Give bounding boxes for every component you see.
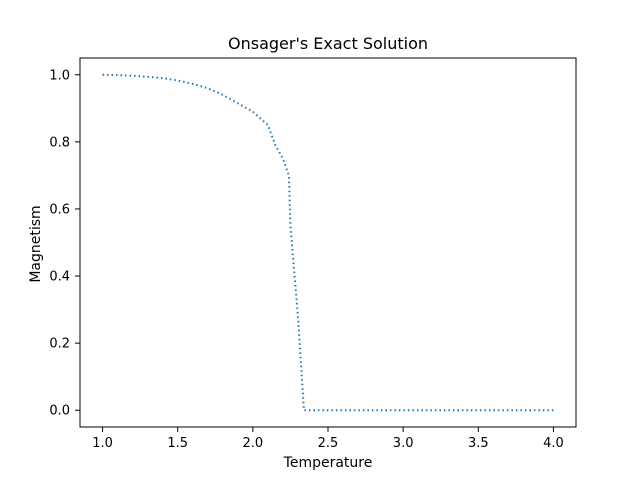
y-tick-label: 0.0 — [49, 404, 70, 419]
axes-frame — [79, 57, 577, 428]
y-tick-label: 0.8 — [49, 135, 70, 150]
x-axis-label: Temperature — [283, 455, 373, 471]
y-axis: 0.0 0.2 0.4 0.6 0.8 1.0 — [49, 68, 80, 419]
x-tick-label: 3.5 — [468, 436, 489, 451]
y-tick-label: 0.6 — [49, 202, 70, 217]
x-tick-label: 1.5 — [167, 436, 188, 451]
y-tick-label: 0.2 — [49, 337, 70, 352]
x-tick-label: 2.0 — [243, 436, 264, 451]
x-tick-label: 4.0 — [543, 436, 564, 451]
y-tick-label: 1.0 — [49, 68, 70, 83]
x-tick-label: 1.0 — [92, 436, 113, 451]
x-axis: 1.0 1.5 2.0 2.5 3.0 3.5 4.0 — [92, 427, 564, 451]
x-tick-label: 3.0 — [393, 436, 414, 451]
chart-title: Onsager's Exact Solution — [228, 34, 428, 53]
x-tick-label: 2.5 — [318, 436, 339, 451]
series-line — [102, 73, 554, 412]
y-axis-label: Magnetism — [28, 205, 44, 282]
plot-area: Onsager's Exact Solution 1.0 1.5 2.0 2.5 3.0… — [28, 34, 577, 471]
y-tick-label: 0.4 — [49, 270, 70, 285]
